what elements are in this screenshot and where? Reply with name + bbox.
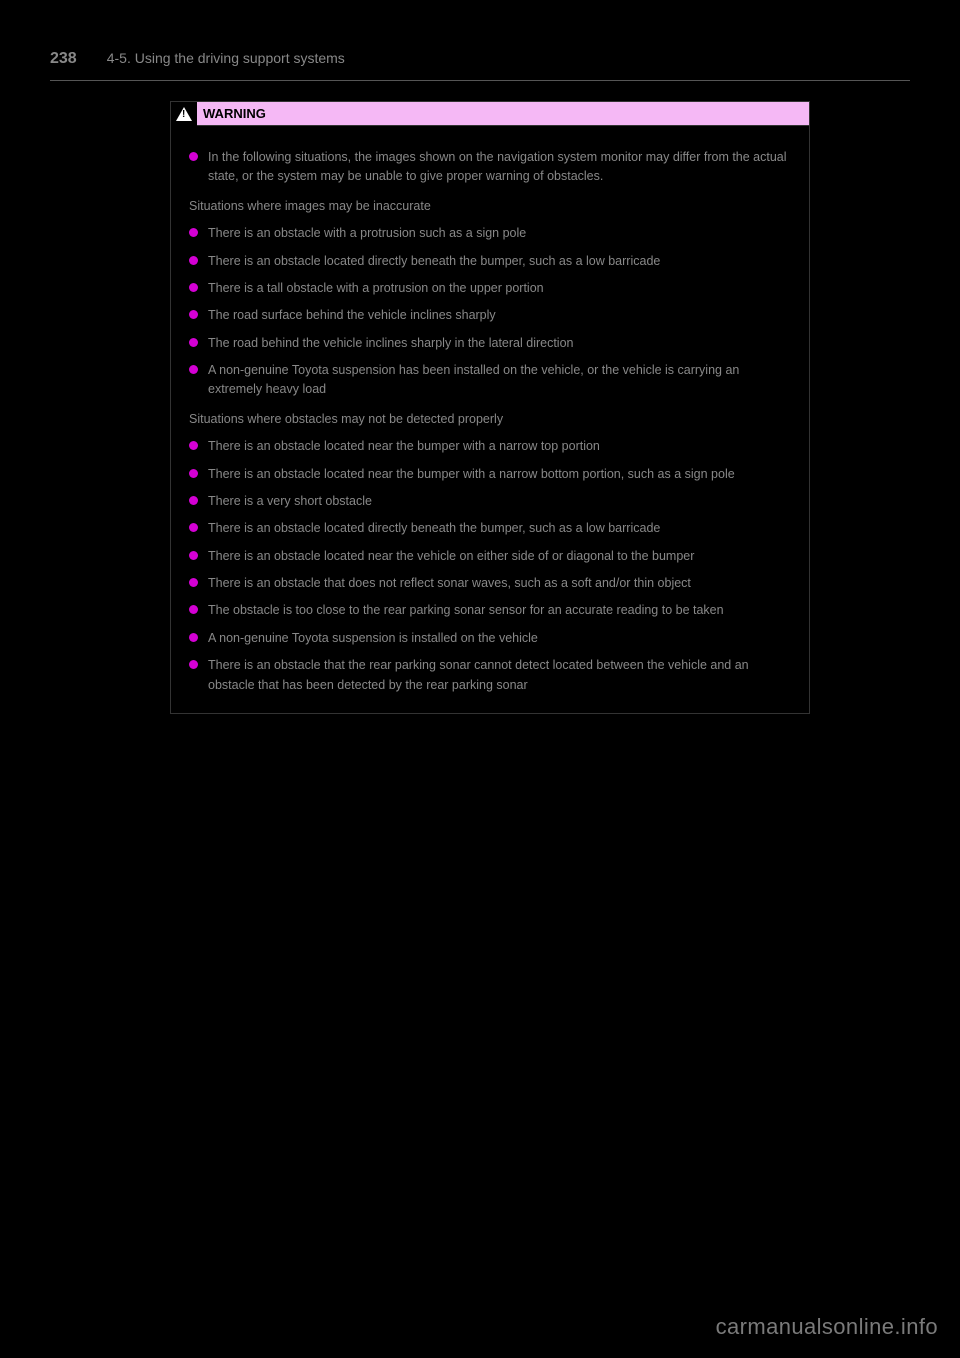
warning-body: In the following situations, the images … [171,126,809,713]
bullet-icon [189,365,198,374]
warning-box: WARNING In the following situations, the… [170,101,810,714]
bullet-icon [189,523,198,532]
bullet-item: There is an obstacle with a protrusion s… [189,224,791,243]
bullet-icon [189,283,198,292]
bullet-icon [189,228,198,237]
manual-page: 238 4-5. Using the driving support syste… [50,50,910,714]
bullet-icon [189,551,198,560]
bullet-text: There is an obstacle located directly be… [208,252,791,271]
bullet-icon [189,469,198,478]
bullet-icon [189,310,198,319]
bullet-item: There is an obstacle located directly be… [189,519,791,538]
bullet-item: A non-genuine Toyota suspension is insta… [189,629,791,648]
section-title: 4-5. Using the driving support systems [107,50,345,68]
warning-icon [171,102,197,126]
bullet-item: A non-genuine Toyota suspension has been… [189,361,791,400]
bullet-text: There is a very short obstacle [208,492,791,511]
bullet-text: There is an obstacle located directly be… [208,519,791,538]
bullet-text: There is an obstacle that does not refle… [208,574,791,593]
bullet-text: There is an obstacle located near the bu… [208,437,791,456]
bullet-icon [189,256,198,265]
subhead-undetect: Situations where obstacles may not be de… [189,410,791,429]
warning-header: WARNING [171,102,809,126]
bullet-text: A non-genuine Toyota suspension is insta… [208,629,791,648]
page-header: 238 4-5. Using the driving support syste… [50,50,910,81]
bullet-text: There is an obstacle located near the bu… [208,465,791,484]
bullet-text: The obstacle is too close to the rear pa… [208,601,791,620]
subhead-inaccurate: Situations where images may be inaccurat… [189,197,791,216]
bullet-text: There is an obstacle located near the ve… [208,547,791,566]
bullet-text: There is a tall obstacle with a protrusi… [208,279,791,298]
bullet-item: There is an obstacle located near the bu… [189,437,791,456]
bullet-item: There is an obstacle that the rear parki… [189,656,791,695]
bullet-item: In the following situations, the images … [189,148,791,187]
bullet-item: There is an obstacle located directly be… [189,252,791,271]
bullet-icon [189,605,198,614]
bullet-icon [189,633,198,642]
bullet-item: There is a tall obstacle with a protrusi… [189,279,791,298]
bullet-text: A non-genuine Toyota suspension has been… [208,361,791,400]
bullet-text: The road surface behind the vehicle incl… [208,306,791,325]
bullet-text: There is an obstacle that the rear parki… [208,656,791,695]
bullet-icon [189,441,198,450]
bullet-item: The road surface behind the vehicle incl… [189,306,791,325]
bullet-item: There is a very short obstacle [189,492,791,511]
bullet-item: The road behind the vehicle inclines sha… [189,334,791,353]
bullet-item: There is an obstacle that does not refle… [189,574,791,593]
warning-label: WARNING [197,106,266,121]
bullet-item: The obstacle is too close to the rear pa… [189,601,791,620]
bullet-icon [189,578,198,587]
bullet-icon [189,660,198,669]
watermark: carmanualsonline.info [716,1314,938,1340]
bullet-item: There is an obstacle located near the ve… [189,547,791,566]
bullet-icon [189,496,198,505]
bullet-text: The road behind the vehicle inclines sha… [208,334,791,353]
intro-text: In the following situations, the images … [208,148,791,187]
bullet-icon [189,152,198,161]
bullet-text: There is an obstacle with a protrusion s… [208,224,791,243]
page-number: 238 [50,50,77,68]
bullet-item: There is an obstacle located near the bu… [189,465,791,484]
bullet-icon [189,338,198,347]
